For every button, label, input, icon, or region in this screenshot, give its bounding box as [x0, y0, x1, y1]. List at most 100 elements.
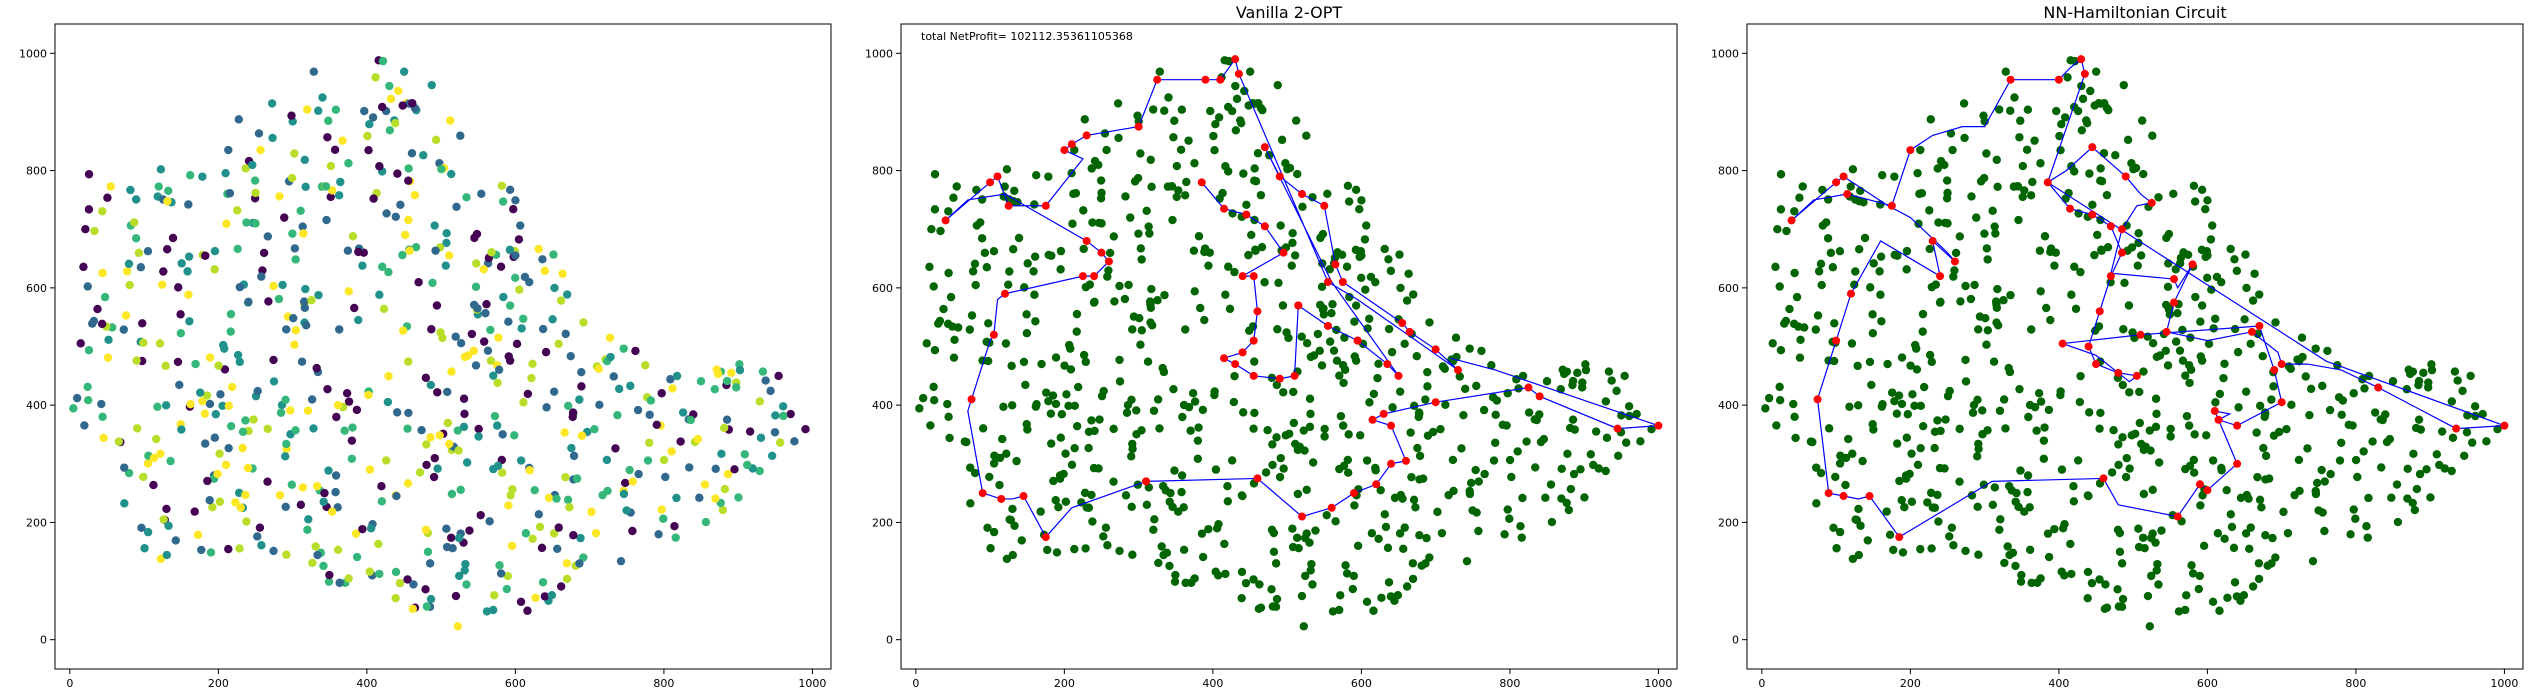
city-point [2264, 474, 2274, 483]
city-point [2250, 269, 2259, 278]
city-point [1981, 313, 1990, 323]
city-point [950, 335, 959, 344]
city-point [2412, 484, 2422, 494]
city-point [1323, 189, 1332, 198]
city-point [472, 259, 481, 268]
city-point [1115, 355, 1124, 365]
city-point [1113, 99, 1123, 108]
city-point [2385, 434, 2395, 444]
visited-point [1060, 146, 1069, 155]
city-point [659, 455, 669, 465]
city-point [1507, 472, 1516, 482]
city-point [2259, 443, 2268, 453]
city-point [2174, 607, 2184, 616]
city-point [1436, 424, 1445, 434]
city-point [392, 408, 402, 417]
city-point [701, 517, 711, 527]
city-point [2241, 387, 2251, 396]
city-point [1448, 455, 1458, 465]
city-point [1961, 281, 1970, 291]
city-point [1943, 188, 1952, 198]
city-point [510, 273, 520, 282]
city-point [422, 602, 432, 611]
city-point [1950, 266, 1959, 275]
city-point [422, 460, 431, 470]
city-point [1231, 81, 1240, 91]
city-point [2240, 315, 2249, 324]
city-point [2196, 317, 2205, 326]
city-point [1930, 427, 1940, 436]
visited-point [1153, 75, 1162, 84]
city-point [2453, 376, 2462, 385]
city-point [125, 280, 134, 290]
city-point [1374, 534, 1383, 543]
city-point [659, 514, 668, 523]
city-point [620, 478, 630, 488]
city-point [335, 325, 344, 334]
city-point [505, 356, 515, 365]
city-point [1468, 506, 1477, 515]
city-point [2140, 543, 2149, 553]
panel-vanilla-2opt: 0 200 400 600 800 100002004006008001000Vanill… [865, 3, 1678, 690]
city-point [1795, 193, 1804, 202]
city-point [1273, 80, 1282, 90]
visited-point [1297, 190, 1306, 199]
city-point [693, 434, 703, 444]
city-point [2364, 371, 2374, 381]
city-point [1897, 399, 1907, 409]
city-point [1776, 345, 1786, 355]
x-tick-label: 600 [2197, 677, 2218, 690]
city-point [936, 226, 945, 236]
city-point [1491, 410, 1500, 419]
city-point [119, 325, 128, 334]
city-point [628, 526, 637, 536]
city-point [1289, 418, 1299, 428]
city-point [391, 593, 400, 603]
city-point [444, 251, 454, 260]
city-point [324, 577, 334, 586]
city-point [1902, 433, 1912, 442]
city-point [1893, 251, 1902, 260]
city-point [1396, 283, 1405, 293]
city-point [1342, 262, 1352, 271]
city-point [210, 433, 220, 442]
city-point [177, 259, 186, 268]
city-point [378, 56, 388, 66]
city-point [1775, 382, 1784, 392]
city-point [235, 544, 244, 553]
city-point [132, 356, 141, 365]
city-point [1356, 273, 1366, 282]
city-point [2057, 465, 2067, 474]
city-point [510, 431, 519, 440]
city-point [384, 267, 393, 277]
city-point [392, 491, 401, 501]
city-point [2188, 569, 2198, 578]
y-tick-label: 800 [872, 165, 893, 178]
city-point [507, 541, 517, 551]
city-point [2171, 337, 2181, 346]
city-point [348, 232, 358, 241]
city-point [1215, 194, 1224, 203]
city-point [398, 250, 407, 260]
city-point [1142, 206, 1151, 216]
city-point [678, 408, 688, 417]
city-point [2182, 591, 2191, 600]
city-point [2409, 449, 2418, 459]
city-point [358, 261, 367, 270]
city-point [2164, 259, 2173, 268]
city-point [1951, 248, 1961, 258]
city-point [2013, 182, 2023, 191]
city-point [1193, 436, 1203, 445]
city-point [1048, 391, 1058, 400]
city-point [326, 192, 335, 202]
city-point [1647, 425, 1656, 434]
city-point [960, 437, 970, 446]
city-point [1305, 394, 1315, 403]
city-point [1268, 602, 1278, 611]
city-point [1402, 582, 1412, 591]
city-point [2069, 497, 2079, 506]
city-point [1946, 129, 1956, 138]
city-point [553, 544, 562, 554]
city-point [1351, 185, 1361, 195]
city-point [334, 191, 344, 200]
